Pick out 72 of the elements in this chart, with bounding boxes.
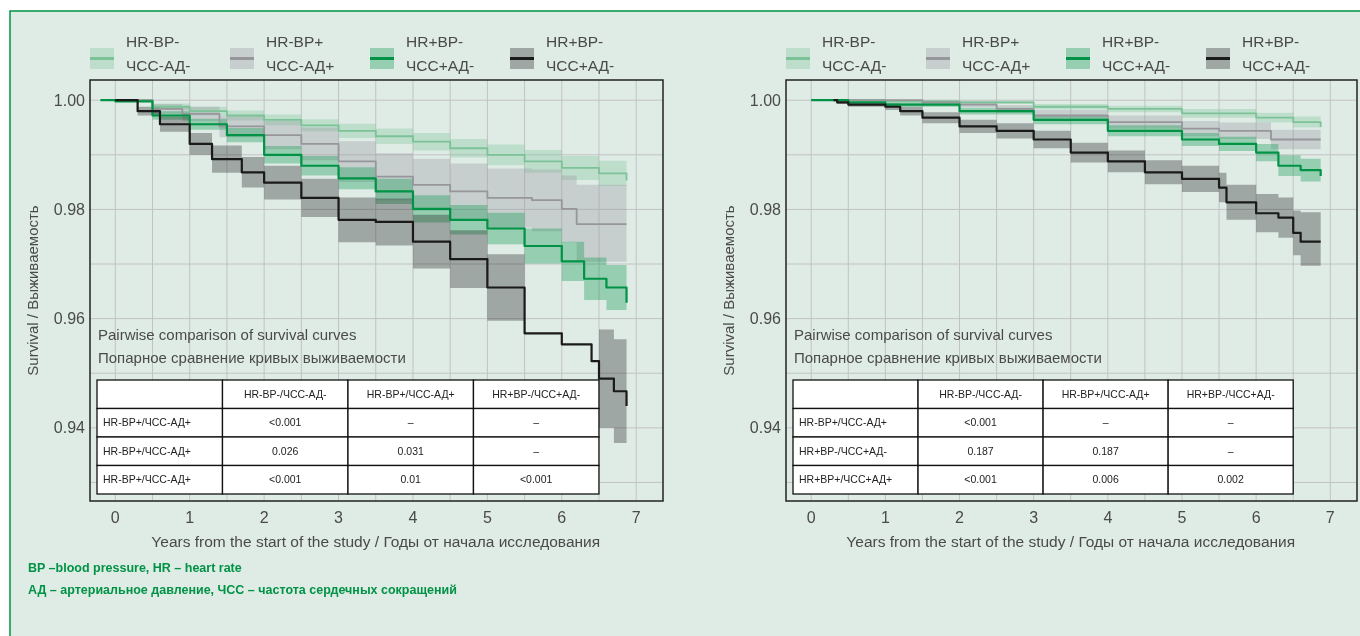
x-tick-label: 7: [1325, 509, 1335, 526]
x-tick-label: 0: [806, 509, 816, 526]
x-tick-label: 6: [1251, 509, 1261, 526]
y-tick-label: 0.94: [749, 419, 782, 437]
annotation: 0.002: [1217, 473, 1244, 486]
y-tick-label: 1.00: [53, 91, 86, 109]
x-tick-label: 7: [631, 509, 641, 526]
text: BP –blood pressure, HR – heart rate: [28, 561, 242, 575]
annotation: 0.01: [400, 473, 422, 486]
x-tick-label: 5: [482, 509, 492, 526]
annotation: Попарное сравнение кривых выживаемости: [98, 349, 406, 366]
x-tick-label: 2: [259, 509, 269, 526]
y-tick-label: 0.98: [53, 201, 86, 219]
legend-label: HR-BP+ ЧСС-АД+: [962, 33, 1031, 74]
y-tick-label: 0.96: [749, 310, 782, 328]
annotation: <0.001: [269, 416, 302, 429]
annotation: –: [1102, 416, 1109, 429]
x-axis-title: Years from the start of the study / Годы от начала исследования: [846, 533, 1296, 550]
annotation: Попарное сравнение кривых выживаемости: [794, 349, 1102, 366]
legend-label: HR+BP- ЧСС+АД-: [406, 33, 475, 74]
annotation: –: [1227, 416, 1234, 429]
x-tick-label: 1: [880, 509, 890, 526]
annotation: <0.001: [519, 473, 553, 486]
annotation: Pairwise comparison of survival curves: [794, 326, 1053, 343]
annotation: HR-BP+/ЧСС-АД+: [103, 473, 191, 486]
annotation: HR+BP-/ЧСС+АД-: [799, 444, 888, 457]
y-tick-label: 1.00: [749, 91, 782, 109]
annotation: HR-BP-/ЧСС-АД-: [243, 387, 328, 400]
legend-label: HR+BP- ЧСС+АД-: [1102, 33, 1171, 74]
x-tick-label: 1: [185, 509, 195, 526]
text: АД – артериальное давление, ЧСС – частота сердечных сокращений: [28, 583, 457, 597]
annotation: 0.006: [1092, 473, 1119, 486]
annotation: 0.031: [397, 444, 425, 457]
legend-label: HR-BP+ ЧСС-АД+: [266, 33, 335, 74]
annotation: –: [533, 416, 540, 429]
x-tick-label: 3: [1029, 509, 1039, 526]
annotation: –: [1227, 444, 1234, 457]
annotation: 0.187: [1092, 444, 1119, 457]
annotation: –: [407, 416, 414, 429]
annotation: HR+BP+/ЧСС+АД+: [799, 473, 893, 486]
annotation: Pairwise comparison of survival curves: [98, 326, 357, 343]
legend-label: HR-BP- ЧСС-АД-: [822, 33, 887, 74]
annotation: <0.001: [964, 473, 997, 486]
y-tick-label: 0.96: [53, 310, 86, 328]
x-axis-title: Years from the start of the study / Годы от начала исследования: [151, 533, 601, 550]
annotation: 0.187: [967, 444, 994, 457]
x-tick-label: 2: [955, 509, 965, 526]
y-axis-title: Survival / Выживаемость: [720, 205, 737, 376]
annotation: HR-BP+/ЧСС-АД+: [1061, 387, 1150, 400]
legend-label: HR-BP- ЧСС-АД-: [126, 33, 191, 74]
annotation: HR+BP-/ЧСС+АД-: [1186, 387, 1276, 400]
x-tick-label: 4: [408, 509, 418, 526]
y-tick-label: 0.94: [53, 419, 86, 437]
x-tick-label: 6: [557, 509, 567, 526]
annotation: HR-BP+/ЧСС-АД+: [799, 416, 887, 429]
legend-label: HR+BP- ЧСС+АД-: [1242, 33, 1311, 74]
annotation: HR-BP-/ЧСС-АД-: [939, 387, 1023, 400]
annotation: <0.001: [964, 416, 997, 429]
annotation: HR-BP+/ЧСС-АД+: [103, 416, 191, 429]
y-axis-title: Survival / Выживаемость: [24, 205, 41, 376]
annotation: 0.026: [272, 444, 299, 457]
x-tick-label: 5: [1177, 509, 1187, 526]
x-tick-label: 0: [110, 509, 120, 526]
annotation: –: [533, 444, 540, 457]
legend-label: HR+BP- ЧСС+АД-: [546, 33, 615, 74]
annotation: <0.001: [269, 473, 302, 486]
y-tick-label: 0.98: [749, 201, 782, 219]
x-tick-label: 3: [334, 509, 344, 526]
annotation: HR-BP+/ЧСС-АД+: [103, 444, 191, 457]
annotation: HR-BP+/ЧСС-АД+: [366, 387, 455, 400]
annotation: HR+BP-/ЧСС+АД-: [492, 387, 581, 400]
x-tick-label: 4: [1103, 509, 1113, 526]
